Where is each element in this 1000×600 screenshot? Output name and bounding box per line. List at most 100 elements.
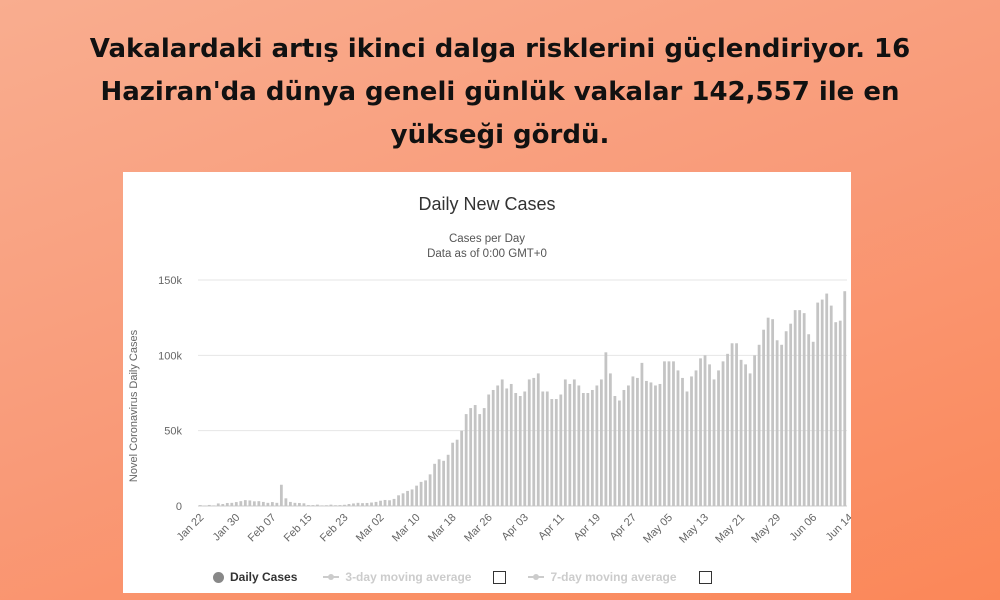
bar[interactable]: [631, 376, 635, 506]
legend-3day-average[interactable]: 3-day moving average: [323, 570, 471, 584]
bar[interactable]: [550, 399, 554, 506]
bar[interactable]: [640, 362, 644, 506]
bar[interactable]: [352, 503, 355, 506]
bar[interactable]: [401, 493, 405, 506]
bar[interactable]: [721, 361, 725, 506]
bar[interactable]: [829, 305, 833, 506]
bar[interactable]: [627, 385, 630, 506]
bar[interactable]: [464, 414, 468, 506]
bar[interactable]: [645, 380, 648, 506]
bar[interactable]: [649, 382, 653, 506]
bar[interactable]: [527, 379, 531, 506]
bar[interactable]: [784, 331, 788, 506]
bar[interactable]: [275, 502, 279, 506]
bar[interactable]: [343, 504, 346, 506]
bar[interactable]: [730, 343, 734, 506]
bar[interactable]: [590, 389, 594, 506]
bar[interactable]: [374, 501, 378, 506]
bar[interactable]: [775, 340, 779, 506]
bar[interactable]: [838, 320, 842, 506]
bar[interactable]: [239, 501, 243, 506]
bar[interactable]: [415, 485, 418, 506]
bar[interactable]: [843, 291, 847, 506]
bar[interactable]: [500, 379, 504, 506]
bar[interactable]: [248, 500, 252, 506]
bar[interactable]: [586, 393, 590, 506]
bar[interactable]: [766, 317, 770, 506]
bar[interactable]: [793, 310, 797, 506]
bar[interactable]: [735, 343, 738, 506]
bar[interactable]: [505, 388, 509, 506]
bar[interactable]: [577, 385, 581, 506]
bar[interactable]: [406, 490, 409, 506]
bar[interactable]: [383, 499, 387, 506]
bar[interactable]: [478, 414, 482, 506]
bar[interactable]: [780, 344, 784, 506]
bar[interactable]: [428, 474, 432, 506]
bar[interactable]: [442, 460, 446, 506]
bar[interactable]: [739, 359, 743, 506]
bar[interactable]: [654, 385, 657, 506]
bar[interactable]: [802, 313, 806, 506]
bar[interactable]: [608, 373, 612, 506]
bar[interactable]: [636, 377, 639, 506]
3day-average-checkbox[interactable]: [493, 570, 507, 584]
bar[interactable]: [216, 503, 220, 506]
bar[interactable]: [243, 500, 247, 506]
bar[interactable]: [482, 408, 486, 506]
bar[interactable]: [221, 504, 225, 506]
bar[interactable]: [496, 385, 500, 506]
bar[interactable]: [672, 361, 675, 506]
bar[interactable]: [811, 341, 815, 506]
bar[interactable]: [433, 463, 437, 506]
bar[interactable]: [469, 408, 473, 506]
bar[interactable]: [261, 501, 265, 506]
bar[interactable]: [509, 383, 513, 506]
bar[interactable]: [762, 329, 766, 506]
bar[interactable]: [545, 391, 549, 506]
bar[interactable]: [356, 502, 360, 506]
bar[interactable]: [270, 502, 274, 506]
bar[interactable]: [257, 501, 261, 506]
bar[interactable]: [694, 370, 698, 506]
bar[interactable]: [572, 379, 576, 506]
bar[interactable]: [365, 502, 369, 506]
bar[interactable]: [581, 393, 585, 506]
bar[interactable]: [284, 498, 288, 506]
bar[interactable]: [302, 503, 306, 506]
bar[interactable]: [798, 310, 802, 506]
bar[interactable]: [410, 489, 414, 506]
bar[interactable]: [789, 323, 793, 506]
bar[interactable]: [568, 383, 572, 506]
bar[interactable]: [212, 505, 216, 506]
bar[interactable]: [230, 502, 234, 506]
bar[interactable]: [604, 352, 608, 506]
bar[interactable]: [419, 481, 423, 506]
bar[interactable]: [703, 355, 707, 506]
bar[interactable]: [708, 364, 711, 506]
bar[interactable]: [451, 442, 455, 506]
bar[interactable]: [473, 405, 477, 506]
bar[interactable]: [518, 396, 522, 506]
bar[interactable]: [298, 502, 301, 506]
bar[interactable]: [807, 334, 811, 506]
bar[interactable]: [311, 505, 315, 506]
bar[interactable]: [424, 480, 427, 506]
bar[interactable]: [816, 302, 820, 506]
bar[interactable]: [541, 391, 545, 506]
bar[interactable]: [717, 370, 720, 506]
bar[interactable]: [252, 501, 256, 506]
bar[interactable]: [334, 505, 337, 506]
bar[interactable]: [455, 439, 459, 506]
legend-7day-average[interactable]: 7-day moving average: [528, 570, 677, 584]
bar[interactable]: [325, 505, 328, 506]
bar[interactable]: [446, 454, 450, 506]
bar[interactable]: [514, 393, 518, 506]
bar[interactable]: [491, 389, 495, 506]
bar[interactable]: [392, 498, 396, 506]
bar[interactable]: [825, 293, 829, 506]
bar[interactable]: [658, 383, 662, 506]
bar[interactable]: [289, 501, 292, 506]
bar[interactable]: [234, 502, 238, 506]
bar[interactable]: [681, 377, 684, 506]
